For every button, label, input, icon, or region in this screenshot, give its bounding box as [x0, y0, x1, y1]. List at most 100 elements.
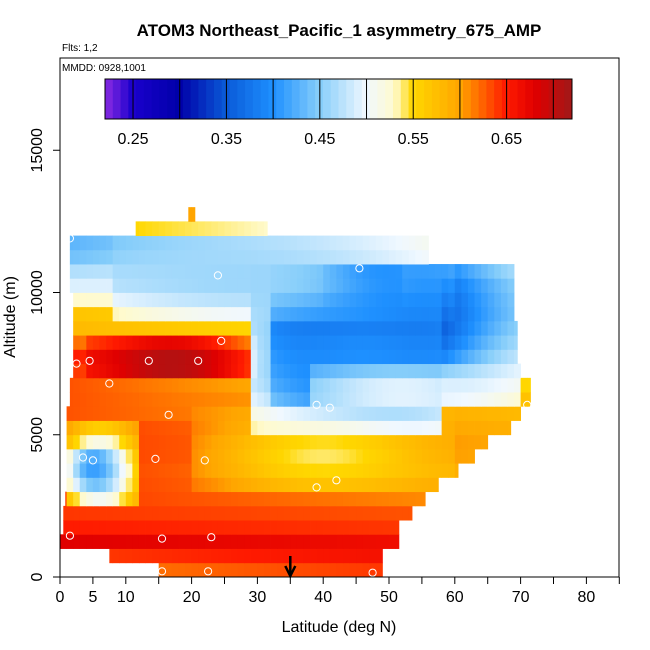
heatmap-cell — [369, 548, 377, 564]
heatmap-cell — [303, 406, 311, 421]
heatmap-cell — [421, 335, 429, 350]
heatmap-cell — [290, 264, 298, 279]
heatmap-cell — [277, 420, 285, 436]
heatmap-cell — [237, 264, 245, 279]
colorbar-swatch — [470, 79, 480, 119]
heatmap-cell — [527, 377, 531, 393]
heatmap-cell — [224, 505, 232, 521]
heatmap-cell — [217, 249, 225, 265]
heatmap-cell — [158, 349, 166, 365]
heatmap-cell — [270, 477, 278, 493]
heatmap-cell — [323, 562, 331, 578]
heatmap-cell — [421, 448, 429, 464]
heatmap-cell — [369, 235, 377, 251]
heatmap-cell — [86, 377, 94, 393]
heatmap-cell — [408, 406, 416, 421]
heatmap-cell — [92, 505, 100, 521]
heatmap-cell — [500, 377, 508, 393]
heatmap-cell — [316, 335, 324, 350]
heatmap-cell — [487, 292, 495, 308]
heatmap-cell — [145, 463, 153, 478]
heatmap-cell — [125, 264, 133, 279]
heatmap-cell — [132, 392, 140, 407]
heatmap-cell — [145, 448, 153, 464]
heatmap-cell — [375, 520, 383, 535]
heatmap-cell — [198, 363, 206, 379]
heatmap-cell — [310, 363, 318, 379]
heatmap-cell — [415, 249, 423, 265]
heatmap-cell — [310, 292, 318, 308]
heatmap-cell — [257, 477, 265, 493]
heatmap-cell — [310, 434, 318, 450]
heatmap-cell — [217, 477, 225, 493]
colorbar-swatch — [229, 79, 238, 119]
heatmap-cell — [263, 420, 271, 436]
colorbar-swatch — [525, 79, 534, 119]
heatmap-cell — [375, 249, 383, 265]
heatmap-cell — [336, 349, 344, 365]
heatmap-cell — [375, 306, 383, 322]
heatmap-cell — [125, 406, 133, 421]
heatmap-cell — [198, 235, 206, 251]
heatmap-cell — [395, 392, 403, 407]
heatmap-cell — [237, 320, 245, 336]
heatmap-cell — [224, 534, 232, 549]
heatmap-cell — [69, 264, 74, 279]
heatmap-cell — [99, 235, 107, 251]
heatmap-cell — [342, 406, 350, 421]
heatmap-cell — [211, 520, 219, 535]
heatmap-cell — [231, 420, 239, 436]
heatmap-cell — [224, 306, 232, 322]
heatmap-cell — [375, 491, 383, 507]
heatmap-cell — [86, 278, 94, 293]
heatmap-cell — [211, 349, 219, 365]
heatmap-cell — [467, 392, 475, 407]
heatmap-cell — [79, 363, 87, 379]
heatmap-cell — [342, 448, 350, 464]
heatmap-cell — [106, 235, 114, 251]
heatmap-cell — [217, 562, 225, 578]
colorbar-swatch — [377, 79, 386, 119]
heatmap-cell — [79, 335, 87, 350]
heatmap-cell — [303, 448, 311, 464]
heatmap-cell — [112, 235, 120, 251]
heatmap-cell — [135, 221, 140, 237]
heatmap-cell — [329, 278, 337, 293]
heatmap-cell — [329, 548, 337, 564]
heatmap-cell — [152, 505, 160, 521]
flight-point — [157, 567, 167, 576]
heatmap-cell — [362, 434, 370, 450]
heatmap-cell — [290, 320, 298, 336]
heatmap-cell — [145, 392, 153, 407]
heatmap-cell — [257, 264, 265, 279]
heatmap-cell — [145, 264, 153, 279]
heatmap-cell — [296, 505, 304, 521]
heatmap-cell — [421, 377, 429, 393]
heatmap-cell — [336, 534, 344, 549]
heatmap-cell — [415, 349, 423, 365]
heatmap-cell — [487, 406, 495, 421]
heatmap-cell — [250, 505, 258, 521]
heatmap-cell — [369, 392, 377, 407]
heatmap-cell — [99, 335, 107, 350]
heatmap-cell — [257, 292, 265, 308]
heatmap-cell — [244, 491, 252, 507]
heatmap-cell — [323, 292, 331, 308]
heatmap-cell — [152, 320, 160, 336]
heatmap-cell — [316, 292, 324, 308]
heatmap-cell — [178, 477, 186, 493]
heatmap-cell — [99, 292, 107, 308]
heatmap-cell — [211, 235, 219, 251]
heatmap-cell — [428, 434, 436, 450]
heatmap-cell — [257, 249, 265, 265]
heatmap-cell — [336, 434, 344, 450]
heatmap-cell — [336, 491, 344, 507]
heatmap-cell — [316, 235, 324, 251]
heatmap-cell — [106, 278, 114, 293]
heatmap-cell — [191, 349, 199, 365]
heatmap-cell — [138, 477, 146, 493]
heatmap-cell — [362, 278, 370, 293]
flight-point — [105, 379, 114, 388]
heatmap-cell — [158, 235, 166, 251]
heatmap-cell — [178, 562, 186, 578]
